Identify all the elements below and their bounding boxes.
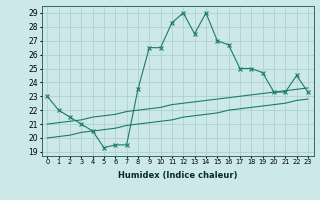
X-axis label: Humidex (Indice chaleur): Humidex (Indice chaleur) [118, 171, 237, 180]
